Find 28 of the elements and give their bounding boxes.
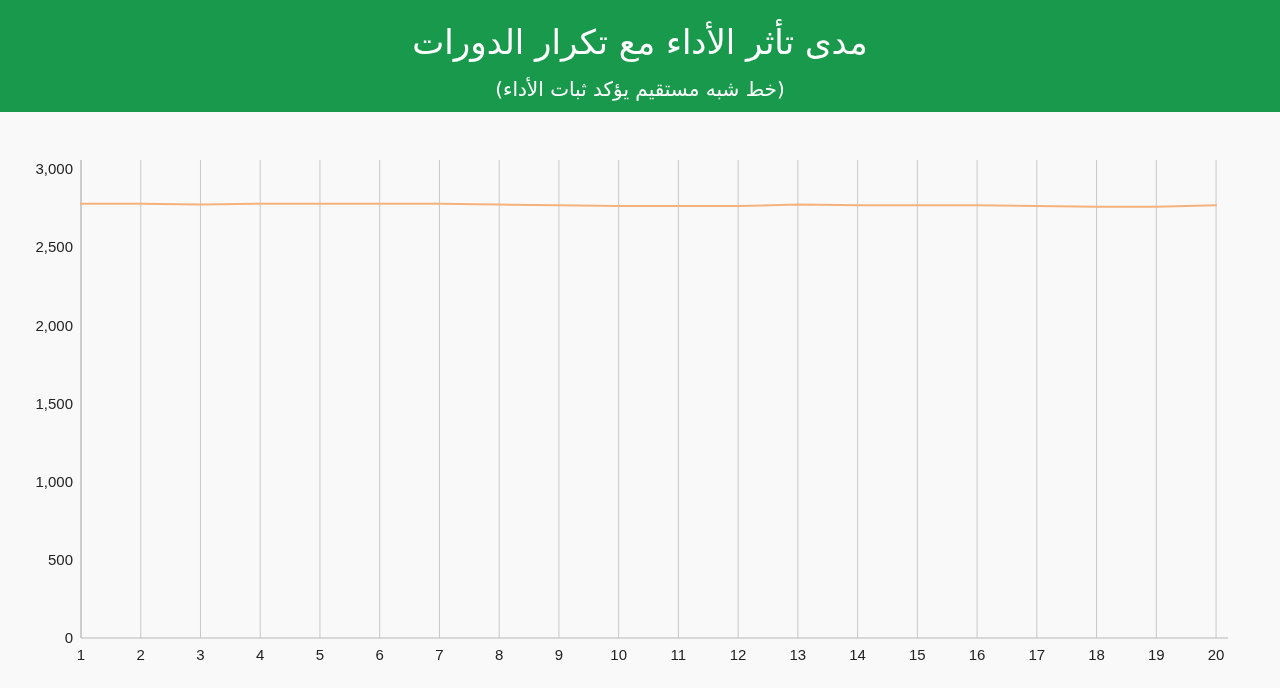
x-tick: 17 — [1028, 646, 1046, 663]
x-tick: 19 — [1147, 646, 1165, 663]
x-tick: 20 — [1207, 646, 1225, 663]
y-tick: 2,000 — [35, 316, 73, 334]
x-tick: 2 — [136, 646, 145, 663]
x-tick: 6 — [375, 646, 384, 663]
x-tick: 16 — [968, 646, 986, 663]
x-tick: 13 — [789, 646, 807, 663]
x-tick: 8 — [495, 646, 504, 663]
y-tick: 0 — [64, 629, 73, 646]
x-tick: 1 — [76, 646, 86, 663]
y-tick: 3,000 — [35, 160, 73, 178]
x-tick: 4 — [256, 646, 265, 663]
x-tick: 3 — [196, 646, 205, 663]
y-tick: 1,000 — [35, 472, 73, 490]
x-tick: 5 — [315, 646, 325, 663]
y-tick: 500 — [47, 550, 73, 568]
x-tick: 15 — [909, 646, 926, 663]
x-tick: 12 — [729, 646, 747, 663]
x-tick: 11 — [670, 646, 687, 663]
x-tick: 7 — [435, 646, 444, 663]
y-tick: 2,500 — [35, 238, 73, 256]
subtitle: (خط شبه مستقيم يؤكد ثبات الأداء) — [495, 77, 785, 101]
x-tick: 18 — [1088, 646, 1105, 663]
y-tick: 1,500 — [35, 394, 73, 412]
x-tick: 14 — [849, 646, 866, 663]
x-tick: 9 — [554, 646, 564, 663]
x-tick: 10 — [610, 646, 627, 663]
